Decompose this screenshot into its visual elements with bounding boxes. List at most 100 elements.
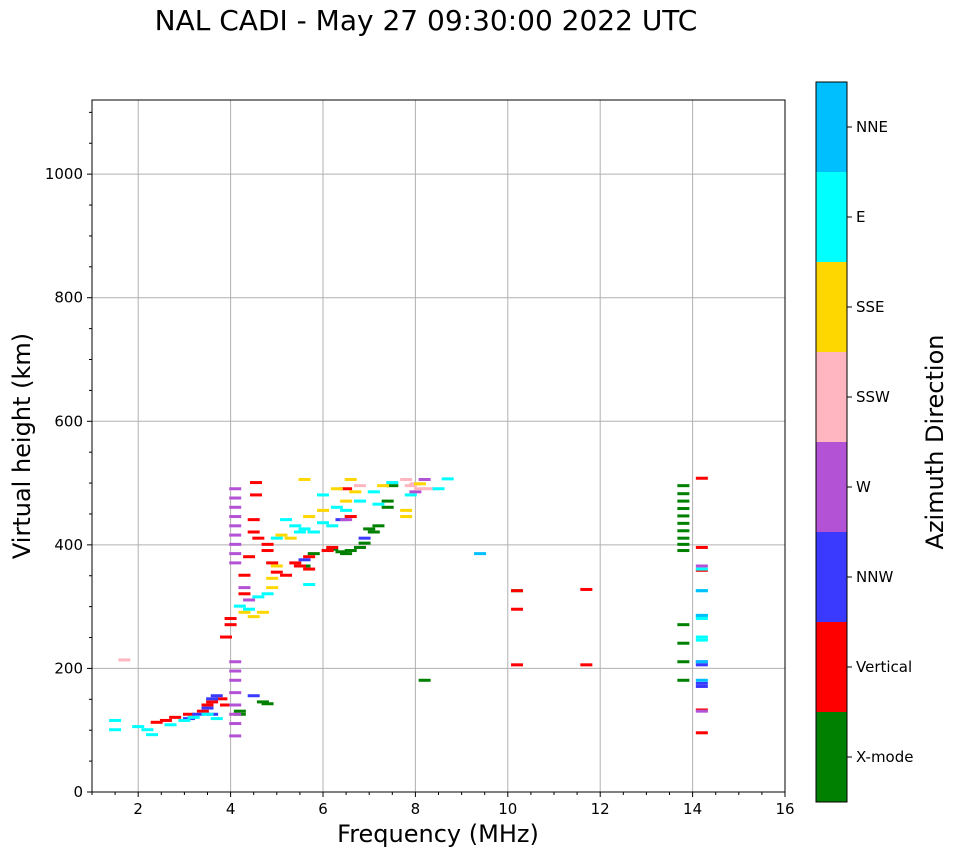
echo-point-e: [210, 717, 223, 721]
echo-point-w: [229, 542, 242, 546]
grid-lines: [92, 100, 786, 793]
echo-point-vertical: [303, 555, 316, 559]
x-tick-label: 12: [591, 800, 610, 818]
echo-point-e: [330, 505, 343, 509]
echo-point-vertical: [150, 720, 163, 724]
echo-point-vertical: [303, 567, 316, 571]
echo-point-nnw: [358, 536, 371, 540]
echo-point-vertical: [293, 564, 306, 568]
echo-point-vertical: [270, 570, 283, 574]
echo-point-ssw: [414, 487, 427, 491]
echo-point-ssw: [118, 658, 131, 662]
echo-point-x-mode: [367, 530, 380, 534]
chart-title: NAL CADI - May 27 09:30:00 2022 UTC: [154, 4, 698, 37]
axes: 2 4 6 8 10 12 14 16 0 200 400 600 800 1000: [45, 111, 795, 818]
echo-point-vertical: [206, 700, 219, 704]
echo-point-x-mode: [353, 545, 366, 549]
echo-point-x-mode: [677, 499, 690, 503]
echo-point-nnw: [695, 681, 708, 685]
echo-point-w: [229, 660, 242, 664]
echo-point-sse: [284, 536, 297, 540]
echo-point-x-mode: [677, 514, 690, 518]
echo-point-nnw: [298, 558, 311, 562]
echo-point-sse: [266, 586, 279, 590]
echo-point-e: [386, 481, 399, 485]
echo-point-nnw: [695, 663, 708, 667]
echo-point-w: [238, 586, 251, 590]
echo-point-w: [229, 712, 242, 716]
echo-point-x-mode: [677, 484, 690, 488]
echo-point-e: [178, 718, 191, 722]
echo-point-w: [229, 678, 242, 682]
echo-point-e: [303, 583, 316, 587]
echo-point-vertical: [511, 589, 524, 593]
echo-point-sse: [317, 508, 329, 512]
echo-point-sse: [298, 477, 311, 481]
echo-point-w: [229, 669, 242, 673]
echo-point-e: [293, 530, 306, 534]
colorbar-tick-label: NNE: [856, 118, 888, 136]
echo-point-e: [243, 607, 256, 611]
echo-point-vertical: [219, 703, 232, 707]
echo-point-e: [261, 592, 274, 596]
echo-point-nne: [695, 613, 708, 617]
colorbar-segment-ssw: [816, 352, 847, 442]
echo-point-vertical: [695, 476, 708, 480]
echo-point-vertical: [511, 607, 524, 611]
echo-point-e: [289, 524, 302, 528]
colorbar-tick-label: SSE: [856, 298, 885, 316]
echo-point-e: [164, 723, 177, 727]
echo-point-e: [109, 728, 122, 732]
echo-point-x-mode: [677, 678, 690, 682]
echo-point-sse: [275, 533, 288, 537]
echo-point-x-mode: [677, 549, 690, 553]
echo-point-vertical: [261, 549, 274, 553]
echo-point-x-mode: [677, 529, 690, 533]
echo-point-x-mode: [344, 549, 357, 553]
echo-point-vertical: [196, 709, 209, 713]
echo-point-e: [340, 508, 353, 512]
x-tick-label: 2: [133, 800, 143, 818]
echo-point-e: [280, 518, 293, 522]
echo-point-e: [201, 712, 214, 716]
echo-point-w: [695, 709, 708, 713]
colorbar-label: Azimuth Direction: [921, 335, 949, 550]
colorbar-segment-sse: [816, 262, 847, 352]
echo-point-vertical: [238, 573, 251, 577]
x-tick-label: 10: [498, 800, 517, 818]
echo-point-w: [229, 515, 242, 519]
echo-point-x-mode: [677, 492, 690, 496]
y-tick-label: 0: [73, 783, 83, 801]
echo-point-vertical: [344, 515, 357, 519]
echo-point-w: [418, 477, 431, 481]
echo-point-vertical: [201, 703, 214, 707]
echo-point-vertical: [219, 635, 232, 639]
echo-point-x-mode: [256, 700, 269, 704]
echo-point-sse: [340, 499, 353, 503]
colorbar-frame: [815, 81, 848, 803]
echo-point-w: [243, 598, 256, 602]
echo-point-e: [372, 502, 385, 506]
echo-point-w: [229, 524, 242, 528]
echo-point-sse: [238, 610, 251, 614]
echo-point-ssw: [423, 487, 436, 491]
echo-point-w: [229, 505, 242, 509]
echo-point-x-mode: [677, 507, 690, 511]
x-tick-label: 16: [775, 800, 794, 818]
echo-point-w: [340, 518, 353, 522]
y-tick-label: 600: [54, 412, 83, 430]
x-tick-label: 14: [683, 800, 702, 818]
echo-point-vertical: [243, 555, 256, 559]
echo-point-vertical: [326, 545, 339, 549]
echo-point-x-mode: [372, 524, 385, 528]
echo-point-vertical: [215, 697, 228, 701]
echo-point-x-mode: [677, 623, 690, 627]
echo-point-nnw: [247, 694, 260, 698]
echo-point-e: [432, 487, 445, 491]
echo-point-nne: [695, 678, 708, 682]
colorbar-segment-vertical: [816, 622, 847, 712]
echo-point-x-mode: [418, 678, 431, 682]
colorbar-tick-label: X-mode: [856, 748, 913, 766]
echo-point-e: [404, 493, 417, 497]
echo-point-ssw: [353, 484, 366, 488]
